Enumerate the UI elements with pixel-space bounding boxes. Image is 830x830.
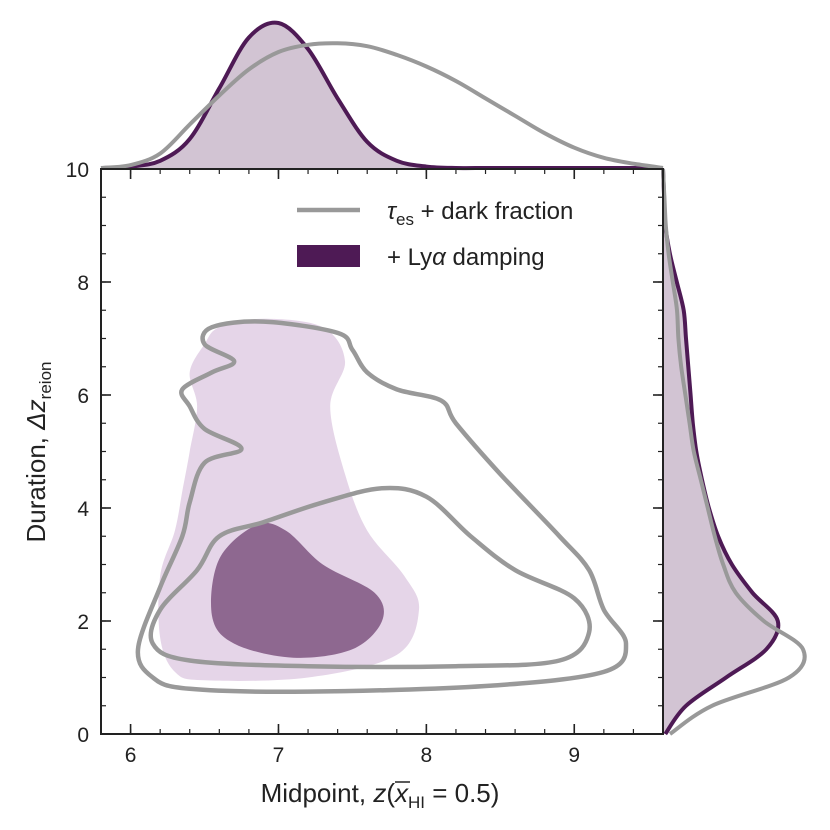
- x-axis-label-rest: = 0.5): [425, 778, 499, 808]
- y-tick-label: 8: [77, 272, 89, 295]
- x-axis-label-open: (: [386, 778, 395, 808]
- x-tick-label: 8: [421, 744, 433, 767]
- legend-lya-rest: damping: [446, 244, 545, 271]
- legend-label-lya: + Lyα damping: [387, 244, 545, 271]
- y-axis-label-var: Δz: [21, 399, 51, 430]
- x-axis-label-prefix: Midpoint,: [261, 778, 374, 808]
- x-axis-label-sub: HI: [408, 793, 425, 812]
- y-tick-label: 6: [77, 385, 89, 408]
- tau-contour-inner: [148, 485, 592, 670]
- x-axis-label: Midpoint, z(xHI = 0.5): [261, 778, 500, 812]
- top-marginal-panel: [100, 20, 664, 171]
- y-axis-label: Duration, Δzreion: [21, 362, 55, 543]
- legend-fill-swatch: [297, 245, 360, 267]
- legend-tau-sub: es: [396, 210, 414, 229]
- tau-marginal-x: [100, 41, 664, 170]
- lya-marginal-x: [100, 20, 663, 171]
- y-tick-label: 4: [77, 498, 89, 521]
- legend-tau-rest: + dark fraction: [414, 198, 573, 225]
- svg-text:Midpoint, z(xHI = 0.5): Midpoint, z(xHI = 0.5): [261, 778, 500, 812]
- right-marginal-panel: [661, 168, 807, 736]
- legend-label-tau: τes + dark fraction: [387, 198, 573, 229]
- x-axis-label-xbar: x: [393, 778, 409, 808]
- lya-marginal-x-fill: [101, 22, 663, 169]
- y-axis-label-prefix: Duration,: [21, 430, 51, 543]
- legend-lya-alpha: α: [432, 244, 447, 271]
- tau-contour-outer: [135, 319, 629, 694]
- lya-marginal-y-fill: [663, 169, 779, 734]
- y-tick-label: 0: [77, 724, 89, 747]
- x-tick-label: 7: [273, 744, 285, 767]
- y-tick-label: 10: [66, 159, 89, 182]
- legend-lya-main: + Ly: [387, 244, 432, 271]
- lya-contour-inner: [211, 522, 384, 658]
- y-tick-label: 2: [77, 611, 89, 634]
- x-axis-label-var: z: [372, 778, 386, 808]
- legend: τes + dark fraction + Lyα damping: [297, 198, 573, 271]
- x-tick-label: 6: [125, 744, 137, 767]
- svg-text:Duration, Δzreion: Duration, Δzreion: [21, 362, 55, 543]
- contour-fill-layer: [158, 318, 420, 681]
- contour-line-layer: [135, 319, 629, 694]
- x-tick-label: 9: [568, 744, 580, 767]
- legend-tau-symbol: τ: [387, 198, 398, 225]
- axes-frame: 6 7 8 9 0 2 4 6 8 10: [66, 159, 664, 767]
- y-axis-label-sub: reion: [36, 362, 55, 400]
- tau-marginal-y: [661, 168, 807, 736]
